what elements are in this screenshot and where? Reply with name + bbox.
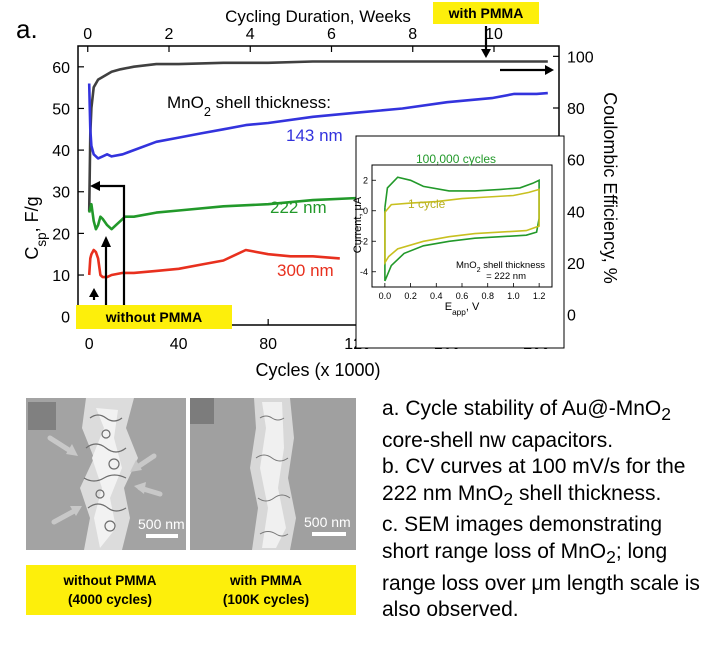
inset-label-1-cycle: 1 cycle bbox=[408, 197, 446, 211]
sem-left-scale-label: 500 nm bbox=[138, 516, 185, 532]
inset-x-tick-label: 1.0 bbox=[507, 291, 520, 301]
without-pmma-badge: without PMMA bbox=[76, 305, 232, 329]
y-tick-label: 0 bbox=[61, 310, 70, 327]
y2-tick-label: 80 bbox=[567, 101, 585, 118]
x2-tick-label: 0 bbox=[83, 26, 92, 43]
inset-y-tick-label: 2 bbox=[363, 175, 368, 185]
series-line-143-nm bbox=[87, 83, 548, 160]
y2-tick-label: 40 bbox=[567, 204, 585, 221]
x2-tick-label: 10 bbox=[485, 26, 503, 43]
sem-with-pmma-label: with PMMA (100K cycles) bbox=[196, 571, 336, 609]
caption-b-text2: shell thickness. bbox=[513, 481, 662, 505]
panel-a-label: a. bbox=[16, 14, 38, 44]
inset-y-tick-label: 0 bbox=[363, 206, 368, 216]
sem-right-scale-bar bbox=[312, 532, 346, 536]
x2-tick-label: 6 bbox=[327, 26, 336, 43]
inset-y-axis-title: Current, μA bbox=[352, 196, 364, 253]
caption-b: b. CV curves at 100 mV/s for the 222 nm … bbox=[382, 454, 714, 512]
sem-image-without-pmma: 500 nm bbox=[26, 398, 186, 550]
inset-x-tick-label: 0.0 bbox=[379, 291, 392, 301]
caption-b-sub: 2 bbox=[503, 488, 514, 509]
inset-x-tick-label: 0.2 bbox=[404, 291, 417, 301]
sem-without-pmma-label: without PMMA (4000 cycles) bbox=[40, 571, 180, 609]
with-pmma-badge: with PMMA bbox=[433, 2, 539, 24]
sem-with-pmma-line2: (100K cycles) bbox=[222, 592, 310, 607]
without-pmma-badge-text: without PMMA bbox=[105, 309, 203, 325]
sem-texture-right bbox=[190, 398, 356, 550]
inset-y-tick-label: -2 bbox=[360, 236, 368, 246]
x-tick-label: 40 bbox=[170, 336, 188, 353]
y-tick-label: 10 bbox=[52, 268, 70, 285]
series-line-coulombic-efficiency bbox=[87, 60, 548, 212]
sem-without-pmma-badge bbox=[26, 565, 356, 615]
caption-a-text2: core-shell nw capacitors. bbox=[382, 428, 614, 452]
inset-annotation-line-2: = 222 nm bbox=[486, 271, 526, 282]
inset-axes: 0.0 0.2 0.4 0.6 0.8 1.0 1.2 2 0 -2 -4 bbox=[360, 175, 545, 301]
series-line-300-nm bbox=[87, 248, 340, 279]
y2-tick-label: 100 bbox=[567, 49, 594, 66]
series-label-300nm: 300 nm bbox=[277, 261, 334, 280]
sem-right-scale-label: 500 nm bbox=[304, 514, 351, 530]
x2-tick-label: 2 bbox=[165, 26, 174, 43]
inset-x-tick-label: 0.8 bbox=[481, 291, 494, 301]
arrows-without-pmma bbox=[89, 181, 126, 313]
inset-series bbox=[384, 176, 540, 282]
sem-without-pmma-line2: (4000 cycles) bbox=[67, 592, 153, 607]
caption-b-text1: b. CV curves at 100 mV/s for the 222 nm … bbox=[382, 455, 686, 505]
inset-label-100k-cycles: 100,000 cycles bbox=[416, 152, 496, 166]
inset-x-tick-label: 0.4 bbox=[430, 291, 443, 301]
caption-c-text3: m length scale is also observed. bbox=[382, 571, 700, 622]
y2-tick-label: 20 bbox=[567, 256, 585, 273]
left-axis-title: Csp, F/g bbox=[22, 196, 49, 259]
inset-x-tick-label: 1.2 bbox=[533, 291, 546, 301]
sem-texture-left bbox=[26, 398, 186, 550]
series-label-143nm: 143 nm bbox=[286, 126, 343, 145]
y-tick-label: 20 bbox=[52, 226, 70, 243]
caption-c: c. SEM images demonstrating short range … bbox=[382, 512, 714, 623]
x-tick-label: 80 bbox=[259, 336, 277, 353]
y-tick-label: 40 bbox=[52, 143, 70, 160]
sem-image-with-pmma: 500 nm bbox=[190, 398, 356, 550]
shell-thickness-annotation: MnO2 shell thickness: bbox=[167, 93, 331, 119]
top-axis-title: Cycling Duration, Weeks bbox=[225, 7, 411, 26]
inset-series-1-cycle bbox=[384, 188, 540, 266]
sem-with-pmma-line1: with PMMA bbox=[230, 573, 302, 588]
y-tick-label: 60 bbox=[52, 60, 70, 77]
inset-x-axis-title: Eapp, V bbox=[445, 301, 480, 317]
sem-left-scale-bar bbox=[146, 534, 178, 538]
caption-c-text1: c. SEM images demonstrating short range … bbox=[382, 513, 663, 563]
right-axis-title: Coulombic Efficiency, % bbox=[600, 92, 620, 283]
arrows-with-pmma bbox=[481, 26, 554, 75]
y-tick-label: 30 bbox=[52, 185, 70, 202]
series-label-222nm: 222 nm bbox=[270, 198, 327, 217]
caption-c-mu: μ bbox=[531, 571, 544, 595]
sem-without-pmma-line1: without PMMA bbox=[63, 573, 157, 588]
inset-annotation-line-1: MnO2 shell thickness bbox=[456, 260, 545, 274]
x-tick-label: 0 bbox=[85, 336, 94, 353]
y2-tick-label: 60 bbox=[567, 153, 585, 170]
y-tick-label: 50 bbox=[52, 101, 70, 118]
caption-c-sub: 2 bbox=[606, 547, 616, 568]
figure-caption: a. Cycle stability of Au@-MnO2 core-shel… bbox=[382, 396, 714, 624]
caption-c-text2: ; long range loss over bbox=[382, 539, 668, 595]
inset-y-tick-label: -4 bbox=[360, 267, 368, 277]
with-pmma-badge-text: with PMMA bbox=[448, 5, 524, 21]
caption-a: a. Cycle stability of Au@-MnO2 core-shel… bbox=[382, 396, 714, 454]
inset-background bbox=[355, 135, 565, 349]
caption-a-sub: 2 bbox=[661, 404, 671, 425]
x2-tick-label: 8 bbox=[408, 26, 417, 43]
y2-tick-label: 0 bbox=[567, 308, 576, 325]
x2-tick-label: 4 bbox=[246, 26, 255, 43]
inset-x-tick-label: 0.6 bbox=[456, 291, 469, 301]
caption-a-text1: a. Cycle stability of Au@-MnO bbox=[382, 397, 662, 420]
bottom-axis-title: Cycles (x 1000) bbox=[255, 360, 380, 380]
